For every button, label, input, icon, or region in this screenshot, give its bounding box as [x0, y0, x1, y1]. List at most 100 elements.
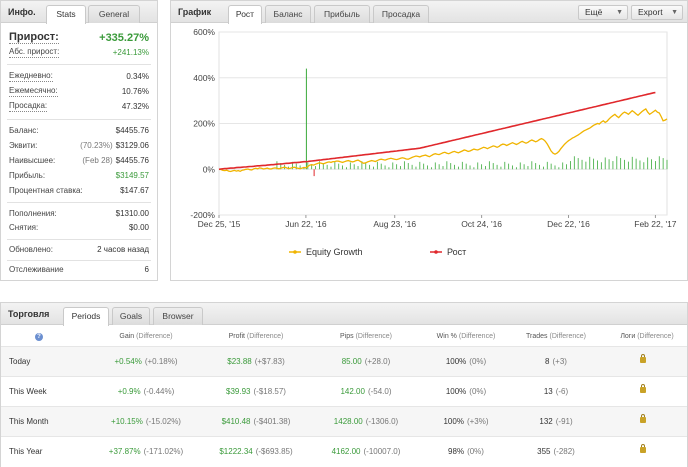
tab-growth[interactable]: Рост: [228, 5, 262, 24]
tab-periods[interactable]: Periods: [63, 307, 109, 326]
equity-value: $3129.06: [115, 141, 149, 150]
header-profit-label: Profit: [228, 333, 245, 340]
lock-icon[interactable]: [640, 384, 646, 393]
profit-cell-value: $1222.34: [219, 447, 253, 456]
chart-panel-header: График Рост Баланс Прибыль Просадка Ещё …: [171, 1, 687, 24]
trades-cell-diff: (-282): [553, 447, 575, 456]
interest-value: $147.67: [120, 186, 149, 195]
pips-cell-value: 1428.00: [333, 417, 363, 426]
trades-cell: 132 (-91): [506, 417, 606, 426]
gain-row: Прирост: +335.27%: [9, 31, 149, 45]
profit-bar: [338, 163, 340, 170]
tab-goals[interactable]: Goals: [112, 307, 150, 325]
table-row: This Week +0.9% (-0.44%) $39.93 (-$18.57) 142…: [1, 376, 687, 406]
tab-drawdown[interactable]: Просадка: [373, 5, 429, 23]
loss-bar: [313, 169, 315, 177]
updated-label: Обновлено:: [9, 245, 53, 254]
trades-cell-value: 13: [543, 387, 553, 396]
profit-bar: [512, 165, 513, 170]
info-panel-title: Инфо.: [8, 7, 36, 17]
profit-bar: [608, 159, 610, 170]
win-cell: 100% (0%): [416, 387, 516, 396]
profit-bar: [577, 158, 579, 170]
tab-browser[interactable]: Browser: [153, 307, 203, 325]
question-icon[interactable]: ?: [35, 333, 43, 341]
tab-profit[interactable]: Прибыль: [314, 5, 370, 23]
tab-stats[interactable]: Stats: [46, 5, 86, 24]
divider: [7, 119, 151, 120]
win-cell-diff: (+3%): [466, 417, 489, 426]
drawdown-label[interactable]: Просадка:: [9, 101, 48, 112]
profit-bar: [353, 164, 355, 170]
table-row: Today +0.54% (+0.18%) $23.88 (+$7.83) 85.00 (+…: [1, 346, 687, 376]
growth-chart[interactable]: 600% 400% 200% 0% -200%Dec 25, '15 Jun 22, '1…: [171, 23, 687, 280]
profit-bar: [481, 164, 483, 170]
win-cell-value: 100%: [445, 357, 467, 366]
profit-bar: [616, 156, 618, 170]
gain-cell-diff: (-0.44%): [143, 387, 175, 396]
balance-row: Баланс: $4455.76: [9, 125, 149, 137]
trades-cell-diff: (+3): [552, 357, 567, 366]
profit-cell: $23.88 (+$7.83): [206, 357, 306, 366]
more-dropdown[interactable]: Ещё ▼: [578, 5, 628, 20]
trading-panel-header: Торговля Periods Goals Browser: [1, 303, 687, 326]
profit-bar: [593, 158, 595, 170]
header-win-label: Win %: [436, 333, 457, 340]
profit-bar: [473, 167, 475, 170]
profit-bar: [535, 163, 537, 170]
abs-gain-row: Абс. прирост: +241.13%: [9, 47, 149, 59]
win-cell: 98% (0%): [416, 447, 516, 456]
tab-balance[interactable]: Баланс: [265, 5, 311, 23]
profit-cell-value: $23.88: [227, 357, 252, 366]
profit-bar: [373, 166, 374, 170]
equity-percent: (70.23%): [80, 141, 113, 150]
daily-value: 0.34%: [126, 72, 149, 81]
period-label-value: This Year: [9, 447, 43, 456]
tab-general[interactable]: General: [88, 5, 140, 23]
profit-bar: [419, 161, 421, 170]
header-win-diff: (Difference): [458, 333, 496, 340]
profit-bar: [280, 163, 282, 170]
pips-cell: 142.00 (-54.0): [316, 387, 416, 396]
profit-bar: [558, 167, 560, 170]
chevron-down-icon: ▼: [671, 9, 678, 16]
profit-bar: [376, 161, 378, 170]
profit-cell-diff: (-$401.38): [253, 417, 291, 426]
profit-bar: [523, 164, 525, 170]
profit-bar: [519, 162, 521, 170]
tracking-row: Отслеживание 6: [9, 264, 149, 276]
lock-icon[interactable]: [640, 444, 646, 453]
export-dropdown[interactable]: Export ▼: [631, 5, 683, 20]
x-tick-label: Oct 24, '16: [461, 219, 502, 229]
header-win: Win % (Difference): [416, 333, 516, 340]
abs-gain-value: +241.13%: [112, 48, 149, 57]
info-panel-header: Инфо. Stats General: [1, 1, 157, 24]
gain-label[interactable]: Прирост:: [9, 31, 59, 44]
profit-bar: [319, 161, 320, 170]
profit-cell: $1222.34 (-$693.85): [206, 447, 306, 456]
profit-bar: [315, 166, 316, 170]
lock-icon[interactable]: [640, 414, 646, 423]
header-logs-label: Логи: [620, 333, 636, 340]
daily-label[interactable]: Ежедневно:: [9, 71, 53, 82]
profit-bar: [627, 161, 629, 170]
abs-gain-label[interactable]: Абс. прирост:: [9, 47, 60, 58]
profit-bar: [496, 164, 498, 170]
pips-cell-value: 142.00: [340, 387, 365, 396]
growth-line: [218, 91, 656, 171]
win-cell-value: 100%: [445, 387, 467, 396]
profit-cell-value: $410.48: [221, 417, 251, 426]
info-panel: Инфо. Stats General Прирост: +335.27% Аб…: [0, 0, 158, 281]
profit-bar: [311, 164, 313, 170]
lock-icon[interactable]: [640, 354, 646, 363]
tracking-label: Отслеживание: [9, 265, 64, 274]
profit-bar: [357, 166, 359, 170]
profit-bar: [438, 164, 440, 170]
pips-cell-diff: (+28.0): [364, 357, 391, 366]
header-profit: Profit (Difference): [206, 333, 306, 340]
profit-bar: [450, 163, 452, 170]
chart-panel: График Рост Баланс Прибыль Просадка Ещё …: [170, 0, 688, 281]
monthly-label[interactable]: Ежемесячно:: [9, 86, 58, 97]
gain-cell-diff: (+0.18%): [144, 357, 178, 366]
trades-cell-value: 132: [539, 417, 553, 426]
